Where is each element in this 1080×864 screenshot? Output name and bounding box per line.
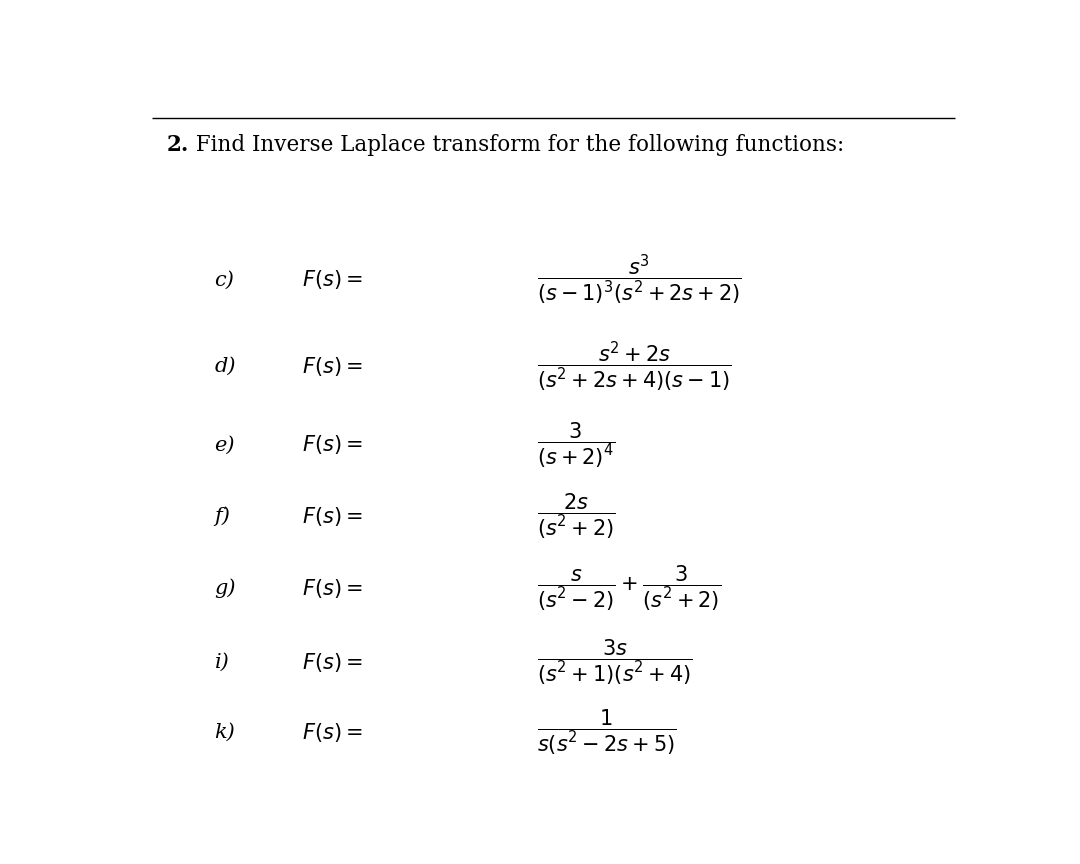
Text: d): d)	[215, 357, 237, 376]
Text: e): e)	[215, 435, 235, 454]
Text: $F(s) =$: $F(s) =$	[302, 355, 363, 378]
Text: $\dfrac{2s}{(s^2+2)}$: $\dfrac{2s}{(s^2+2)}$	[537, 492, 616, 541]
Text: $F(s) =$: $F(s) =$	[302, 721, 363, 744]
Text: c): c)	[215, 270, 234, 289]
Text: 2.: 2.	[166, 134, 189, 156]
Text: $\dfrac{s^3}{(s-1)^3(s^2+2s+2)}$: $\dfrac{s^3}{(s-1)^3(s^2+2s+2)}$	[537, 253, 742, 307]
Text: $F(s) =$: $F(s) =$	[302, 269, 363, 291]
Text: g): g)	[215, 578, 237, 598]
Text: Find Inverse Laplace transform for the following functions:: Find Inverse Laplace transform for the f…	[189, 134, 845, 156]
Text: f): f)	[215, 506, 230, 526]
Text: $\dfrac{3s}{(s^2+1)(s^2+4)}$: $\dfrac{3s}{(s^2+1)(s^2+4)}$	[537, 638, 692, 687]
Text: $F(s) =$: $F(s) =$	[302, 651, 363, 674]
Text: $F(s) =$: $F(s) =$	[302, 576, 363, 600]
Text: k): k)	[215, 723, 235, 742]
Text: $F(s) =$: $F(s) =$	[302, 505, 363, 528]
Text: $\dfrac{3}{(s+2)^4}$: $\dfrac{3}{(s+2)^4}$	[537, 421, 615, 469]
Text: $\dfrac{1}{s(s^2-2s+5)}$: $\dfrac{1}{s(s^2-2s+5)}$	[537, 708, 676, 757]
Text: $\dfrac{s^2+2s}{(s^2+2s+4)(s-1)}$: $\dfrac{s^2+2s}{(s^2+2s+4)(s-1)}$	[537, 340, 731, 394]
Text: i): i)	[215, 653, 229, 672]
Text: $F(s) =$: $F(s) =$	[302, 434, 363, 456]
Text: $\dfrac{s}{(s^2-2)}+\dfrac{3}{(s^2+2)}$: $\dfrac{s}{(s^2-2)}+\dfrac{3}{(s^2+2)}$	[537, 563, 720, 613]
